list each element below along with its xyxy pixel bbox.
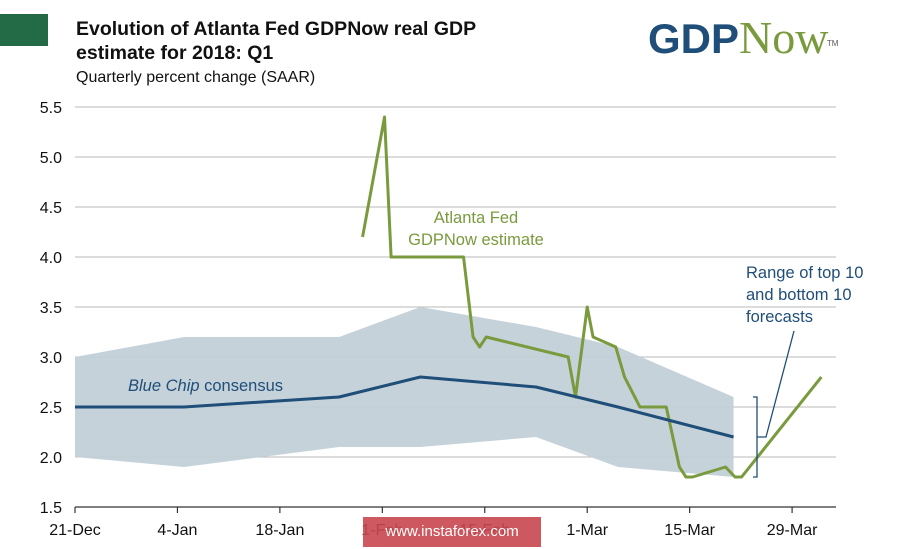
gdpnow-series-label: Atlanta Fed: [434, 209, 518, 227]
range-bracket: [753, 396, 758, 478]
y-tick-label: 5.5: [40, 100, 62, 117]
blue-chip-consensus-line: [75, 375, 734, 439]
x-tick-label: 21-Dec: [49, 522, 101, 539]
range-label: forecasts: [746, 308, 813, 326]
y-tick-label: 4.0: [40, 250, 62, 267]
x-tick-label: 1-Mar: [566, 522, 608, 539]
corner-accent-bar: [0, 14, 48, 46]
y-tick-label: 1.5: [40, 500, 62, 517]
consensus-series-label: Blue Chip consensus: [128, 377, 283, 395]
watermark-badge[interactable]: www.instaforex.com: [363, 517, 541, 547]
y-tick-label: 4.5: [40, 200, 62, 217]
chart-subtitle: Quarterly percent change (SAAR): [76, 69, 316, 86]
chart-title: Evolution of Atlanta Fed GDPNow real GDP…: [76, 18, 476, 64]
x-tick-label: 18-Jan: [255, 522, 304, 539]
y-tick-label: 2.0: [40, 450, 62, 467]
logo-trademark: TM: [826, 39, 839, 48]
y-tick-label: 3.5: [40, 300, 62, 317]
consensus-label-rest: consensus: [200, 377, 283, 395]
x-tick-label: 29-Mar: [767, 522, 818, 539]
range-label: Range of top 10: [746, 264, 863, 282]
range-label: and bottom 10: [746, 286, 852, 304]
annotation-layer: Atlanta Fed GDPNow estimate Blue Chip cons…: [128, 209, 863, 478]
band-layer: [75, 307, 734, 477]
range-pointer-line: [757, 330, 795, 438]
y-tick-label: 5.0: [40, 150, 62, 167]
gdpnow-logo: GDPNow TM: [648, 10, 838, 67]
x-tick-label: 15-Mar: [664, 522, 715, 539]
consensus-label-italic: Blue Chip: [128, 377, 200, 395]
forecast-range-band: [75, 307, 734, 477]
x-tick-label: 4-Jan: [157, 522, 197, 539]
logo-now-text: Now: [739, 12, 829, 63]
logo-gdp-text: GDP: [648, 15, 740, 62]
gdpnow-series-label: GDPNow estimate: [408, 231, 544, 249]
gdpnow-estimate-line: [361, 115, 823, 479]
series-layer: [75, 115, 823, 479]
y-tick-label: 3.0: [40, 350, 62, 367]
y-tick-label: 2.5: [40, 400, 62, 417]
